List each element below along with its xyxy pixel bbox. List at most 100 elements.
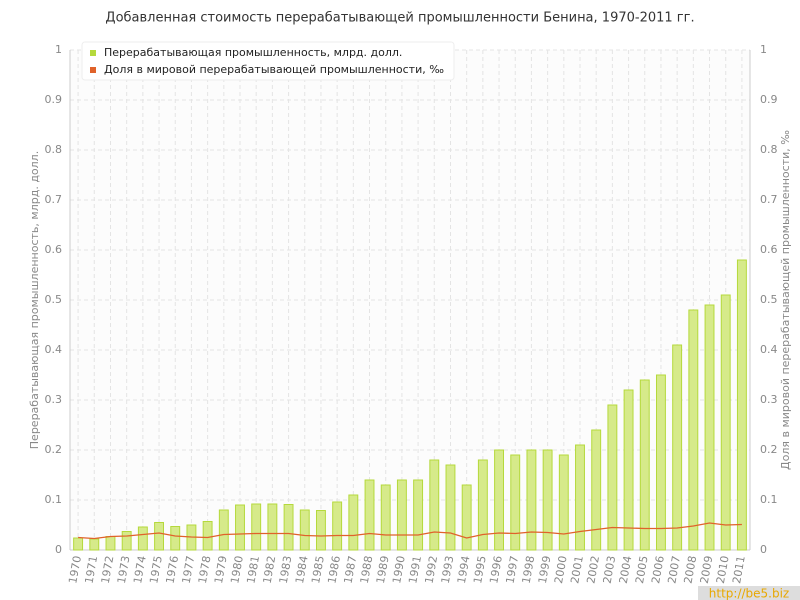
x-tick-label: 1984 [293,555,311,585]
y2-tick-label: 0.4 [760,343,778,356]
x-tick-label: 1987 [342,555,360,585]
bar [218,509,229,551]
y-axis-label: Перерабатывающая промышленность, млрд. д… [28,151,41,449]
x-tick-label: 2006 [649,555,667,585]
bar [137,526,148,551]
x-tick-label: 1996 [487,555,505,585]
y-tick-label: 0.1 [45,493,63,506]
line [78,522,742,540]
x-tick-label: 1994 [455,555,473,585]
x-tick-label: 1989 [374,555,392,585]
legend-swatch [90,67,96,73]
legend-label: Перерабатывающая промышленность, млрд. д… [104,46,402,59]
x-tick-label: 1992 [423,555,441,585]
x-tick-label: 1979 [212,555,230,585]
x-tick-label: 1974 [131,555,149,585]
bar [332,501,343,551]
x-tick-label: 1975 [147,555,165,585]
x-tick-label: 2003 [601,555,619,585]
bar [623,389,634,551]
y2-tick-label: 0.8 [760,143,778,156]
y2-tick-label: 0.3 [760,393,778,406]
bar [688,309,699,551]
bar [526,449,537,551]
x-tick-label: 1982 [261,555,279,585]
y-tick-label: 0 [55,543,62,556]
legend-swatch [90,50,96,56]
x-tick-label: 1971 [83,555,101,585]
x-tick-label: 1990 [390,555,408,585]
bar [591,429,602,551]
bar [235,504,245,551]
bar [202,521,213,551]
y-tick-label: 0.8 [45,143,63,156]
bar [477,459,488,551]
x-tick-label: 1998 [520,555,538,585]
legend: Перерабатывающая промышленность, млрд. д… [81,41,455,81]
x-tick-label: 2008 [682,555,700,585]
bar [89,538,100,551]
x-tick-label: 1972 [99,555,117,585]
x-tick-label: 2001 [568,555,586,585]
y2-tick-label: 0.1 [760,493,778,506]
y2-tick-label: 1 [760,43,767,56]
bar [494,449,505,551]
x-tick-label: 2007 [665,555,683,585]
bar [639,379,650,551]
bar [251,503,262,551]
x-tick-label: 2002 [584,555,602,585]
bar [461,484,472,551]
bar [105,536,116,551]
bar [429,459,440,551]
bar [154,522,165,551]
legend-label: Доля в мировой перерабатывающей промышле… [104,63,444,76]
bar [283,504,294,551]
y-tick-label: 0.5 [45,293,63,306]
bar [299,509,310,551]
bar [510,454,521,551]
x-tick-label: 1980 [228,555,246,585]
y2-tick-label: 0.5 [760,293,778,306]
y2-tick-label: 0.6 [760,243,778,256]
bar [267,503,278,551]
x-tick-label: 1985 [309,555,327,585]
watermark-bg [698,586,800,600]
y-tick-label: 0.4 [45,343,63,356]
y-tick-label: 0.2 [45,443,63,456]
x-tick-label: 1976 [163,555,181,585]
x-tick-label: 2005 [633,555,651,585]
x-tick-label: 1991 [406,555,424,585]
bar [558,454,569,551]
x-tick-label: 1993 [439,555,457,585]
watermark: http://be5.biz [709,587,789,600]
x-tick-label: 1978 [196,555,214,585]
bar [720,294,731,551]
x-tick-label: 1983 [277,555,295,585]
bar [348,494,359,551]
x-tick-label: 1986 [325,555,343,585]
y-tick-label: 0.9 [45,93,63,106]
x-tick-label: 1997 [503,555,521,585]
x-tick-label: 1999 [536,555,554,585]
bar [316,510,326,551]
bar [607,404,618,551]
y2-tick-label: 0.2 [760,443,778,456]
bar [445,464,456,551]
y-tick-label: 0.6 [45,243,63,256]
bar [704,304,715,551]
y2-tick-label: 0.9 [760,93,778,106]
y-tick-label: 1 [55,43,62,56]
chart-title: Добавленная стоимость перерабатывающей п… [105,11,694,26]
bar [170,526,181,551]
x-tick-label: 1995 [471,555,489,585]
x-tick-label: 2011 [730,555,748,585]
x-tick-label: 2010 [714,555,732,585]
bar [575,444,585,551]
bar [380,484,391,551]
bar [736,259,747,551]
x-tick-label: 2004 [617,555,635,585]
legend-box [81,41,455,81]
y2-tick-label: 0.7 [760,193,778,206]
